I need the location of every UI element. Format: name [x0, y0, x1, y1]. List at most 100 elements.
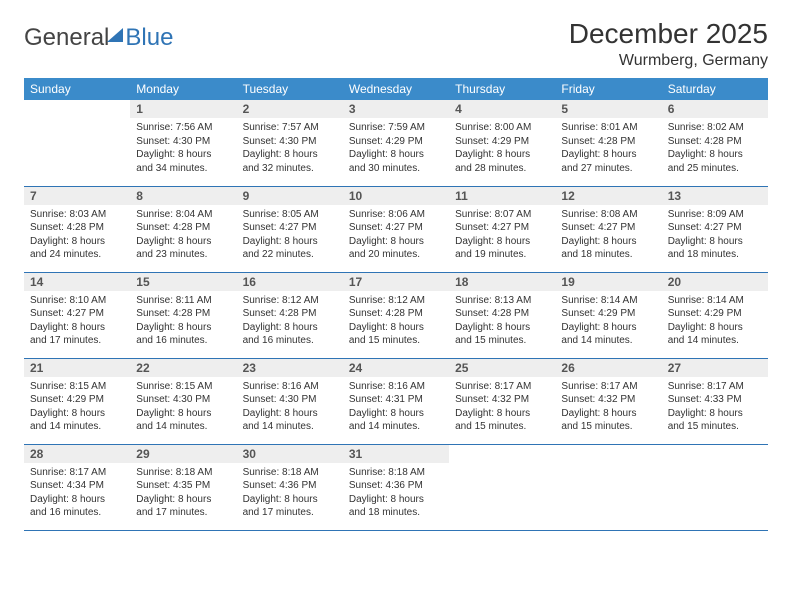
calendar-cell: 1Sunrise: 7:56 AMSunset: 4:30 PMDaylight…	[130, 100, 236, 186]
day-number: 18	[449, 273, 555, 291]
location: Wurmberg, Germany	[569, 52, 768, 70]
day-number: 30	[237, 445, 343, 463]
day-details: Sunrise: 8:00 AMSunset: 4:29 PMDaylight:…	[449, 118, 555, 179]
day-details: Sunrise: 8:03 AMSunset: 4:28 PMDaylight:…	[24, 205, 130, 266]
calendar-cell	[555, 444, 661, 530]
calendar-cell: 29Sunrise: 8:18 AMSunset: 4:35 PMDayligh…	[130, 444, 236, 530]
calendar-cell: 15Sunrise: 8:11 AMSunset: 4:28 PMDayligh…	[130, 272, 236, 358]
day-number: 3	[343, 100, 449, 118]
day-details: Sunrise: 8:17 AMSunset: 4:32 PMDaylight:…	[555, 377, 661, 438]
logo: General Blue	[24, 18, 173, 52]
calendar-cell: 13Sunrise: 8:09 AMSunset: 4:27 PMDayligh…	[662, 186, 768, 272]
day-number: 6	[662, 100, 768, 118]
day-number: 23	[237, 359, 343, 377]
calendar-cell: 31Sunrise: 8:18 AMSunset: 4:36 PMDayligh…	[343, 444, 449, 530]
day-number: 8	[130, 187, 236, 205]
logo-word-2: Blue	[125, 24, 173, 52]
title-block: December 2025 Wurmberg, Germany	[569, 18, 768, 70]
day-details: Sunrise: 7:57 AMSunset: 4:30 PMDaylight:…	[237, 118, 343, 179]
calendar-cell	[662, 444, 768, 530]
calendar-cell: 24Sunrise: 8:16 AMSunset: 4:31 PMDayligh…	[343, 358, 449, 444]
day-details: Sunrise: 8:18 AMSunset: 4:35 PMDaylight:…	[130, 463, 236, 524]
day-details: Sunrise: 8:16 AMSunset: 4:31 PMDaylight:…	[343, 377, 449, 438]
day-details: Sunrise: 8:17 AMSunset: 4:34 PMDaylight:…	[24, 463, 130, 524]
day-number: 27	[662, 359, 768, 377]
calendar-cell: 14Sunrise: 8:10 AMSunset: 4:27 PMDayligh…	[24, 272, 130, 358]
day-number: 5	[555, 100, 661, 118]
calendar-cell: 5Sunrise: 8:01 AMSunset: 4:28 PMDaylight…	[555, 100, 661, 186]
day-number: 15	[130, 273, 236, 291]
calendar-cell: 19Sunrise: 8:14 AMSunset: 4:29 PMDayligh…	[555, 272, 661, 358]
calendar-row: 1Sunrise: 7:56 AMSunset: 4:30 PMDaylight…	[24, 100, 768, 186]
day-number: 31	[343, 445, 449, 463]
calendar-cell: 17Sunrise: 8:12 AMSunset: 4:28 PMDayligh…	[343, 272, 449, 358]
calendar-cell: 25Sunrise: 8:17 AMSunset: 4:32 PMDayligh…	[449, 358, 555, 444]
day-details: Sunrise: 8:02 AMSunset: 4:28 PMDaylight:…	[662, 118, 768, 179]
header: General Blue December 2025 Wurmberg, Ger…	[24, 18, 768, 70]
calendar-table: SundayMondayTuesdayWednesdayThursdayFrid…	[24, 78, 768, 531]
calendar-cell	[24, 100, 130, 186]
day-details: Sunrise: 8:17 AMSunset: 4:33 PMDaylight:…	[662, 377, 768, 438]
calendar-cell: 9Sunrise: 8:05 AMSunset: 4:27 PMDaylight…	[237, 186, 343, 272]
day-number: 11	[449, 187, 555, 205]
day-number: 4	[449, 100, 555, 118]
calendar-cell: 20Sunrise: 8:14 AMSunset: 4:29 PMDayligh…	[662, 272, 768, 358]
calendar-cell: 6Sunrise: 8:02 AMSunset: 4:28 PMDaylight…	[662, 100, 768, 186]
day-number: 24	[343, 359, 449, 377]
weekday-header: Friday	[555, 78, 661, 100]
weekday-header: Saturday	[662, 78, 768, 100]
day-details: Sunrise: 8:10 AMSunset: 4:27 PMDaylight:…	[24, 291, 130, 352]
calendar-cell: 11Sunrise: 8:07 AMSunset: 4:27 PMDayligh…	[449, 186, 555, 272]
day-details: Sunrise: 8:07 AMSunset: 4:27 PMDaylight:…	[449, 205, 555, 266]
day-details: Sunrise: 7:56 AMSunset: 4:30 PMDaylight:…	[130, 118, 236, 179]
day-number: 13	[662, 187, 768, 205]
calendar-cell: 12Sunrise: 8:08 AMSunset: 4:27 PMDayligh…	[555, 186, 661, 272]
weekday-header: Sunday	[24, 78, 130, 100]
calendar-row: 14Sunrise: 8:10 AMSunset: 4:27 PMDayligh…	[24, 272, 768, 358]
day-details: Sunrise: 8:13 AMSunset: 4:28 PMDaylight:…	[449, 291, 555, 352]
day-number: 21	[24, 359, 130, 377]
calendar-row: 21Sunrise: 8:15 AMSunset: 4:29 PMDayligh…	[24, 358, 768, 444]
day-details: Sunrise: 8:12 AMSunset: 4:28 PMDaylight:…	[343, 291, 449, 352]
calendar-cell: 26Sunrise: 8:17 AMSunset: 4:32 PMDayligh…	[555, 358, 661, 444]
day-number: 16	[237, 273, 343, 291]
calendar-cell: 18Sunrise: 8:13 AMSunset: 4:28 PMDayligh…	[449, 272, 555, 358]
calendar-cell: 2Sunrise: 7:57 AMSunset: 4:30 PMDaylight…	[237, 100, 343, 186]
day-details: Sunrise: 8:15 AMSunset: 4:30 PMDaylight:…	[130, 377, 236, 438]
calendar-cell: 28Sunrise: 8:17 AMSunset: 4:34 PMDayligh…	[24, 444, 130, 530]
day-number: 28	[24, 445, 130, 463]
month-title: December 2025	[569, 18, 768, 50]
day-details: Sunrise: 8:17 AMSunset: 4:32 PMDaylight:…	[449, 377, 555, 438]
calendar-cell: 22Sunrise: 8:15 AMSunset: 4:30 PMDayligh…	[130, 358, 236, 444]
day-details: Sunrise: 8:08 AMSunset: 4:27 PMDaylight:…	[555, 205, 661, 266]
calendar-cell: 8Sunrise: 8:04 AMSunset: 4:28 PMDaylight…	[130, 186, 236, 272]
day-number: 10	[343, 187, 449, 205]
day-details: Sunrise: 8:05 AMSunset: 4:27 PMDaylight:…	[237, 205, 343, 266]
day-details: Sunrise: 8:09 AMSunset: 4:27 PMDaylight:…	[662, 205, 768, 266]
day-number: 19	[555, 273, 661, 291]
calendar-cell: 3Sunrise: 7:59 AMSunset: 4:29 PMDaylight…	[343, 100, 449, 186]
day-number: 29	[130, 445, 236, 463]
calendar-cell: 16Sunrise: 8:12 AMSunset: 4:28 PMDayligh…	[237, 272, 343, 358]
day-details: Sunrise: 8:18 AMSunset: 4:36 PMDaylight:…	[343, 463, 449, 524]
calendar-cell: 4Sunrise: 8:00 AMSunset: 4:29 PMDaylight…	[449, 100, 555, 186]
day-details: Sunrise: 8:15 AMSunset: 4:29 PMDaylight:…	[24, 377, 130, 438]
calendar-cell: 27Sunrise: 8:17 AMSunset: 4:33 PMDayligh…	[662, 358, 768, 444]
day-details: Sunrise: 8:14 AMSunset: 4:29 PMDaylight:…	[662, 291, 768, 352]
calendar-row: 7Sunrise: 8:03 AMSunset: 4:28 PMDaylight…	[24, 186, 768, 272]
day-number: 22	[130, 359, 236, 377]
day-details: Sunrise: 8:12 AMSunset: 4:28 PMDaylight:…	[237, 291, 343, 352]
weekday-header: Thursday	[449, 78, 555, 100]
calendar-cell: 30Sunrise: 8:18 AMSunset: 4:36 PMDayligh…	[237, 444, 343, 530]
day-details: Sunrise: 8:18 AMSunset: 4:36 PMDaylight:…	[237, 463, 343, 524]
day-number: 2	[237, 100, 343, 118]
weekday-header: Monday	[130, 78, 236, 100]
calendar-header-row: SundayMondayTuesdayWednesdayThursdayFrid…	[24, 78, 768, 100]
day-details: Sunrise: 8:04 AMSunset: 4:28 PMDaylight:…	[130, 205, 236, 266]
day-number: 9	[237, 187, 343, 205]
calendar-row: 28Sunrise: 8:17 AMSunset: 4:34 PMDayligh…	[24, 444, 768, 530]
day-number: 1	[130, 100, 236, 118]
day-details: Sunrise: 8:11 AMSunset: 4:28 PMDaylight:…	[130, 291, 236, 352]
calendar-cell: 10Sunrise: 8:06 AMSunset: 4:27 PMDayligh…	[343, 186, 449, 272]
calendar-cell	[449, 444, 555, 530]
